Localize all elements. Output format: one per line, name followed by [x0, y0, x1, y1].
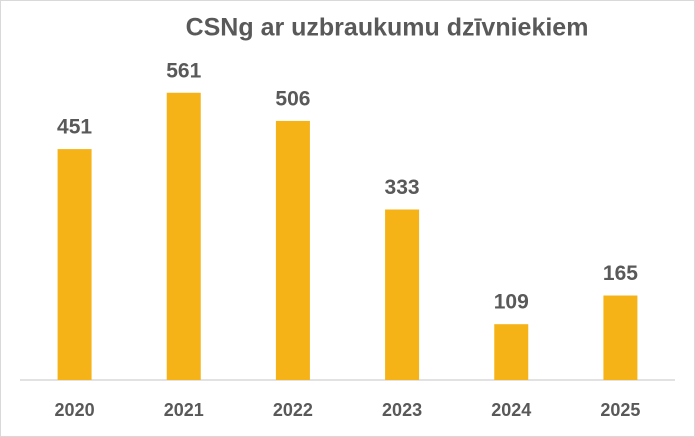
- data-label: 451: [57, 116, 92, 139]
- data-label: 165: [603, 262, 638, 285]
- x-tick-label: 2021: [164, 400, 204, 420]
- bar: [275, 120, 310, 380]
- data-label: 561: [166, 59, 201, 82]
- bar: [603, 295, 638, 380]
- data-label: 109: [494, 291, 529, 314]
- data-label: 333: [385, 176, 420, 199]
- x-tick-label: 2023: [382, 400, 422, 420]
- x-tick-label: 2022: [273, 400, 313, 420]
- x-tick-label: 2024: [491, 400, 531, 420]
- bar: [494, 324, 529, 380]
- chart-title: CSNg ar uzbraukumu dzīvniekiem: [186, 14, 589, 42]
- x-tick-label: 2020: [55, 400, 95, 420]
- x-tick-label: 2025: [600, 400, 640, 420]
- data-label: 506: [275, 87, 310, 110]
- bar: [57, 149, 92, 380]
- bar: [385, 209, 420, 380]
- bar: [166, 92, 201, 380]
